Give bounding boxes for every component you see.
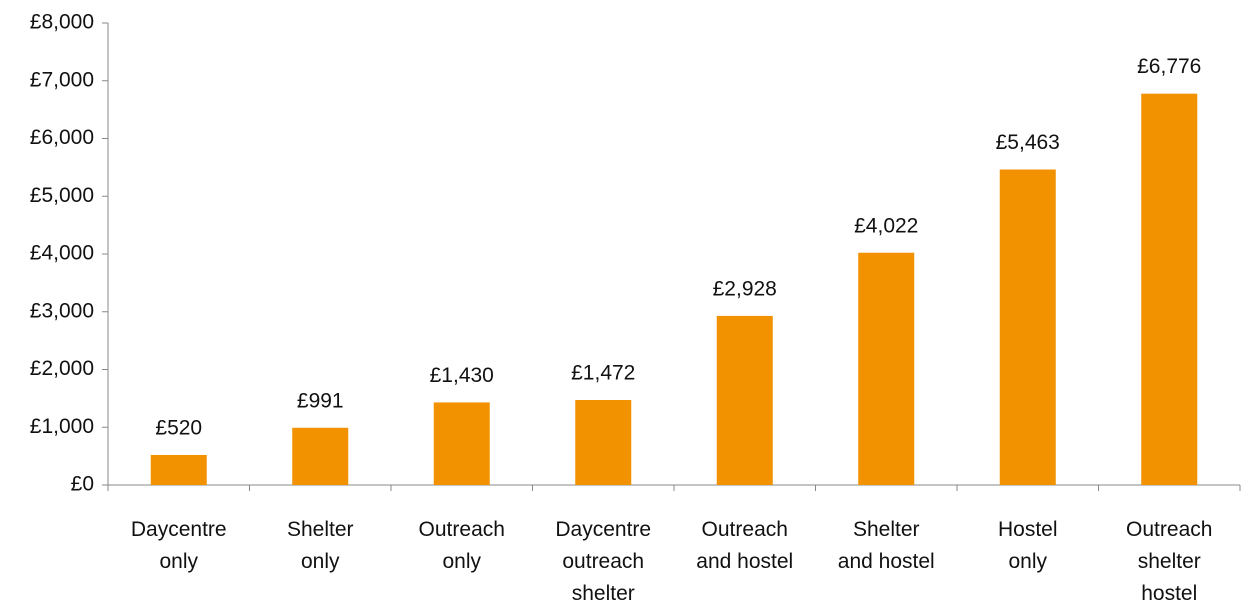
bar	[999, 169, 1056, 485]
bar	[716, 315, 773, 485]
y-tick-label: £1,000	[30, 415, 94, 438]
y-tick-label: £6,000	[30, 126, 94, 149]
y-tick-label: £8,000	[30, 11, 94, 34]
value-label: £1,430	[430, 364, 494, 387]
value-label: £1,472	[571, 362, 635, 385]
bar	[150, 454, 207, 485]
value-label: £6,776	[1137, 55, 1201, 78]
bar	[858, 252, 915, 485]
y-tick-label: £0	[71, 473, 94, 496]
x-tick-label: Shelter and hostel	[838, 518, 935, 573]
value-label: £991	[297, 389, 344, 412]
x-tick-label: Outreach shelter hostel	[1126, 518, 1212, 605]
x-tick-label: Outreach only	[419, 518, 505, 573]
y-tick-label: £5,000	[30, 184, 94, 207]
value-label: £2,928	[713, 277, 777, 300]
bar	[292, 427, 349, 485]
bar	[1141, 93, 1198, 485]
x-tick-label: Hostel only	[998, 518, 1058, 573]
bar	[575, 399, 632, 485]
y-tick-label: £2,000	[30, 357, 94, 380]
value-label: £5,463	[996, 131, 1060, 154]
value-label: £4,022	[854, 214, 918, 237]
value-label: £520	[155, 417, 202, 440]
y-tick-label: £7,000	[30, 68, 94, 91]
y-tick-label: £4,000	[30, 242, 94, 265]
x-tick-label: Daycentre only	[131, 518, 227, 573]
x-tick-label: Shelter only	[287, 518, 354, 573]
x-tick-label: Daycentre outreach shelter	[555, 518, 651, 605]
bar	[433, 402, 490, 485]
y-tick-label: £3,000	[30, 299, 94, 322]
x-tick-label: Outreach and hostel	[696, 518, 793, 573]
